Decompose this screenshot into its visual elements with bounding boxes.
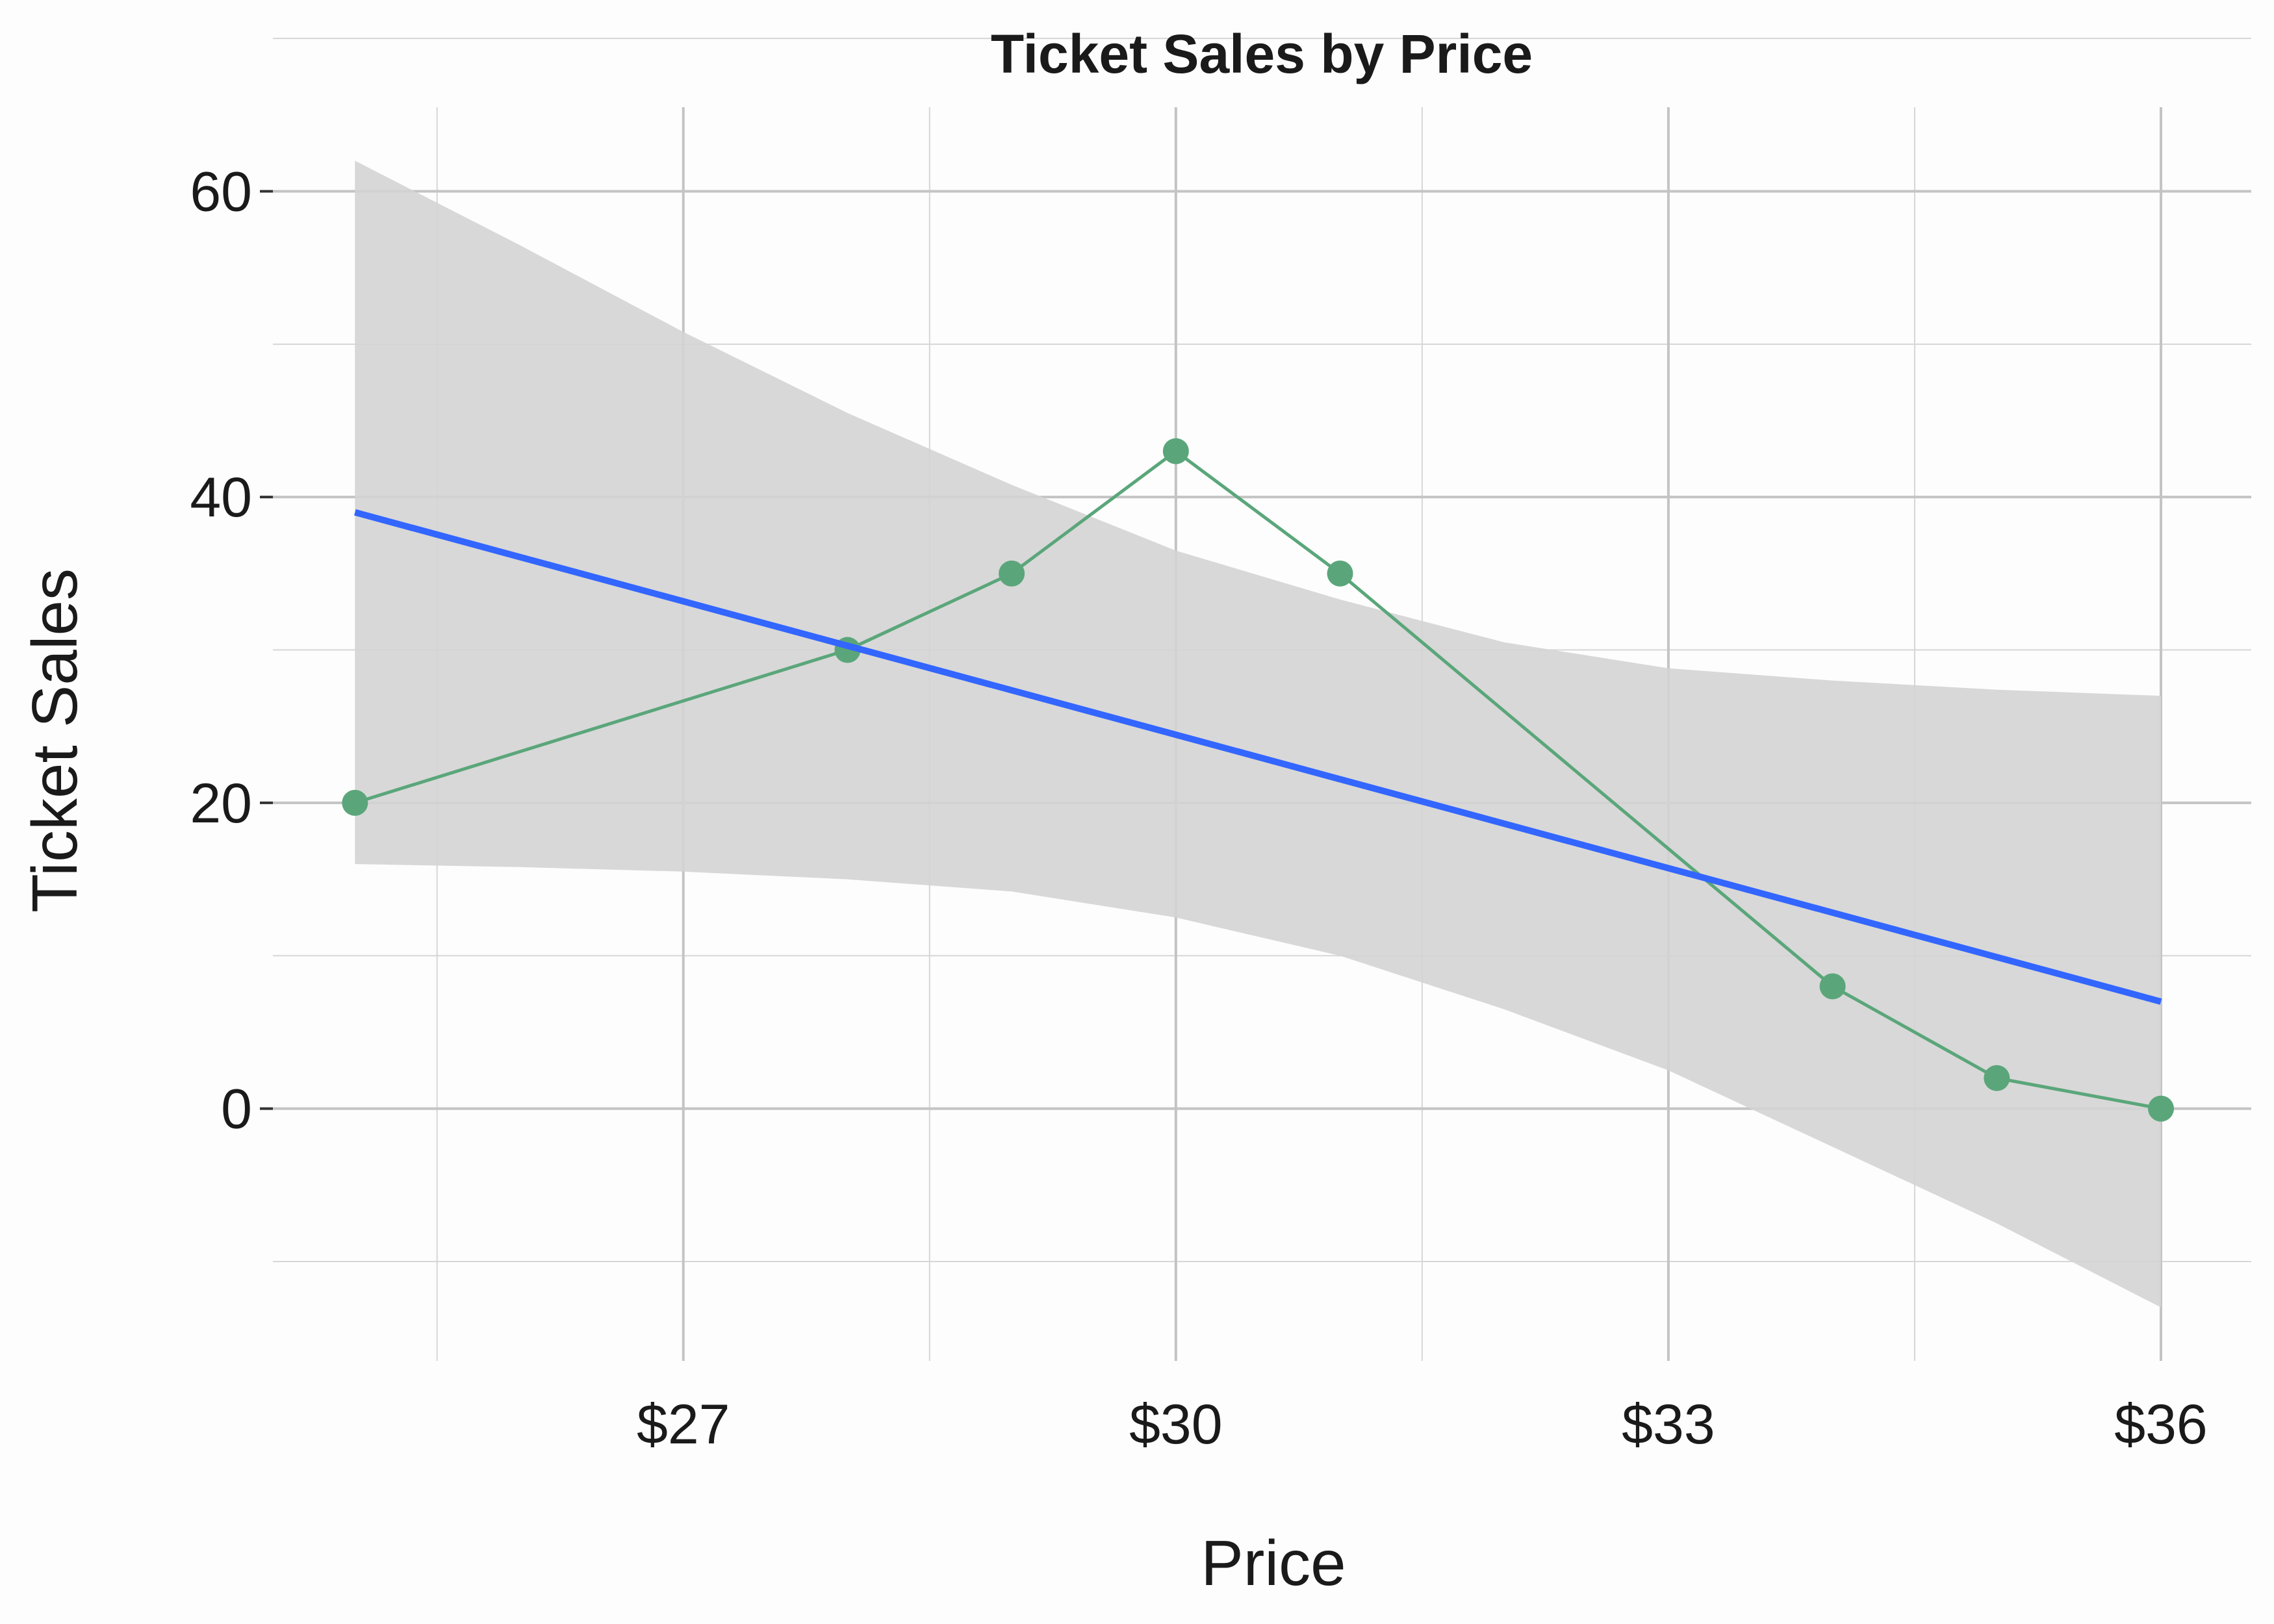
y-tick-label: 20: [190, 772, 252, 835]
data-point: [1819, 973, 1846, 1000]
data-series: [342, 438, 2175, 1122]
confidence-band-area: [355, 160, 2161, 1308]
x-axis-label: Price: [1201, 1527, 1346, 1599]
data-point: [1162, 438, 1189, 464]
x-tick-label: $30: [1129, 1393, 1223, 1456]
data-point: [342, 789, 368, 816]
chart-title: Ticket Sales by Price: [991, 23, 1533, 84]
trend-line: [354, 509, 2162, 1005]
confidence-band: [355, 160, 2161, 1308]
x-tick-label: $36: [2114, 1393, 2208, 1456]
tick-labels: $27 $30 $33 $36 0 20 40 60: [190, 160, 2207, 1456]
series-line: [354, 449, 2162, 1111]
y-tick-label: 60: [190, 160, 252, 223]
y-tick-label: 40: [190, 466, 252, 529]
y-axis-label: Ticket Sales: [19, 568, 90, 913]
data-point: [1327, 560, 1353, 587]
trend-line-segment: [354, 509, 2162, 1005]
data-point: [999, 560, 1025, 587]
x-tick-label: $33: [1622, 1393, 1715, 1456]
data-point: [2148, 1095, 2175, 1122]
y-tick-label: 0: [221, 1078, 252, 1141]
x-tick-label: $27: [637, 1393, 730, 1456]
data-point: [1984, 1065, 2010, 1091]
